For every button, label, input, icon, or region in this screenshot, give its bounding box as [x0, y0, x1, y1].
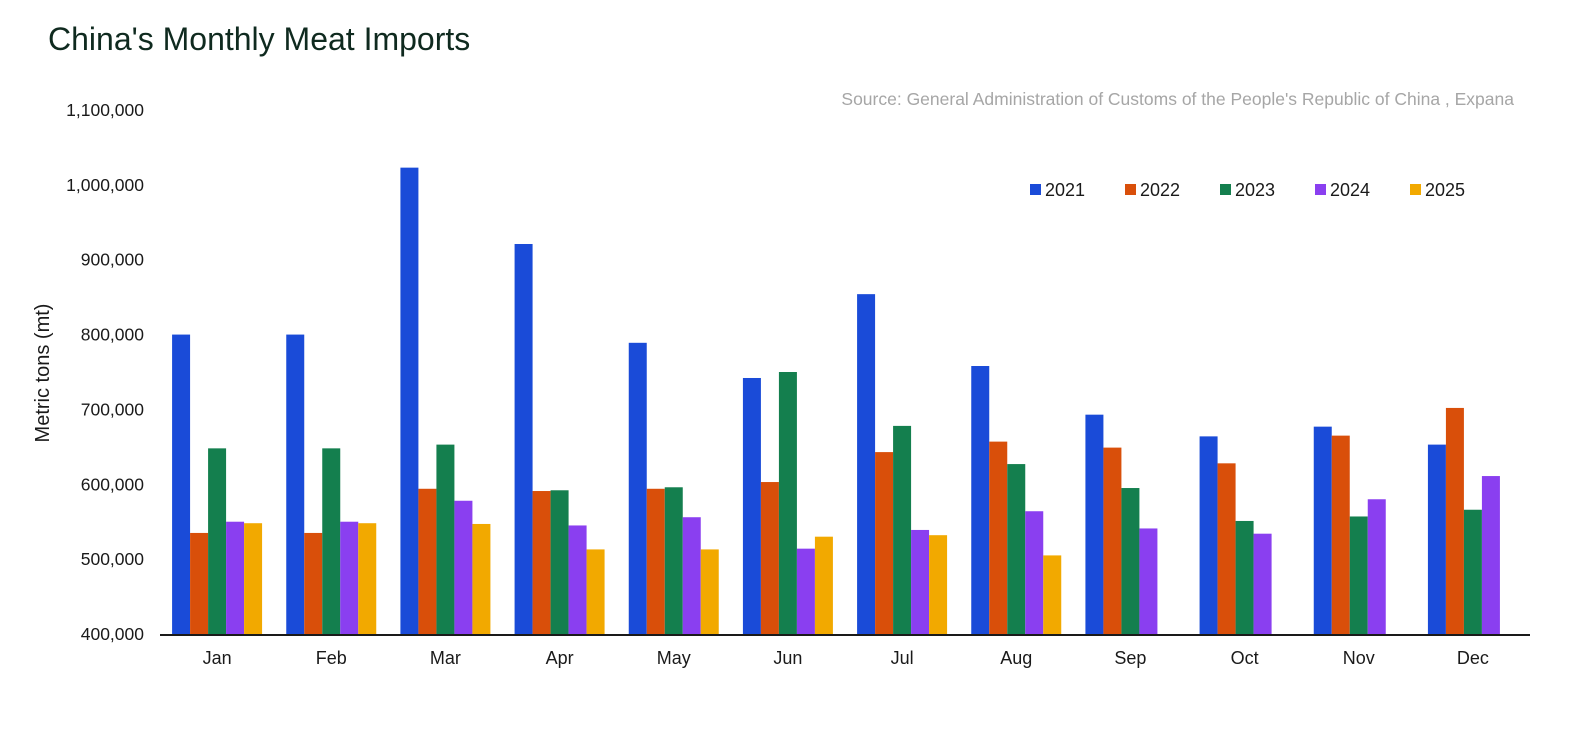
x-axis-ticks: Jan Feb Mar Apr May Jun Jul Aug Sep Oct Nov Dec — [203, 648, 1489, 668]
bar-2023-may — [664, 487, 683, 634]
bar-2024-nov — [1367, 499, 1386, 634]
bar-2025-jun — [814, 536, 833, 634]
bar-2024-oct — [1253, 533, 1272, 634]
legend-label-2022: 2022 — [1140, 180, 1180, 200]
bar-2024-jan — [226, 521, 245, 634]
bar-2023-jun — [778, 372, 797, 634]
legend-label-2024: 2024 — [1330, 180, 1370, 200]
bar-2022-dec — [1445, 407, 1464, 634]
chart-title: China's Monthly Meat Imports — [48, 21, 470, 57]
bar-2024-feb — [340, 521, 359, 634]
bar-2023-dec — [1463, 509, 1482, 634]
bar-2022-apr — [532, 491, 551, 634]
bar-2024-may — [682, 517, 701, 634]
bar-2022-mar — [418, 488, 437, 634]
x-tick-label-jul: Jul — [891, 648, 914, 668]
x-tick-label-dec: Dec — [1457, 648, 1489, 668]
bar-2023-jan — [208, 448, 227, 634]
legend-swatch-2024 — [1315, 184, 1326, 195]
bar-2023-apr — [550, 490, 569, 634]
bar-2025-jul — [929, 535, 948, 634]
bar-2021-jul — [857, 294, 876, 634]
bar-2024-sep — [1139, 528, 1158, 634]
legend: 2021 2022 2023 2024 2025 — [1030, 180, 1465, 200]
bar-2021-mar — [400, 167, 419, 634]
bar-2023-jul — [893, 425, 912, 634]
bar-2021-oct — [1199, 436, 1218, 634]
bar-2022-feb — [304, 532, 323, 634]
x-tick-label-mar: Mar — [430, 648, 461, 668]
bar-2024-aug — [1025, 511, 1044, 634]
legend-label-2025: 2025 — [1425, 180, 1465, 200]
legend-swatch-2022 — [1125, 184, 1136, 195]
bar-2022-aug — [989, 441, 1008, 634]
y-axis-label: Metric tons (mt) — [32, 304, 54, 443]
y-tick-label: 800,000 — [81, 325, 145, 345]
bar-2021-dec — [1427, 444, 1446, 634]
bar-2021-jan — [172, 334, 191, 634]
bar-2025-aug — [1043, 555, 1062, 634]
bar-2024-mar — [454, 500, 473, 634]
bar-2024-apr — [568, 525, 587, 634]
x-tick-label-feb: Feb — [316, 648, 347, 668]
bar-2021-may — [628, 342, 647, 634]
bar-2025-feb — [358, 523, 377, 634]
legend-label-2023: 2023 — [1235, 180, 1275, 200]
bar-2025-may — [700, 549, 719, 634]
bar-2022-oct — [1217, 463, 1236, 634]
legend-label-2021: 2021 — [1045, 180, 1085, 200]
y-tick-label: 900,000 — [81, 250, 145, 270]
x-tick-label-nov: Nov — [1343, 648, 1375, 668]
x-tick-label-apr: Apr — [546, 648, 574, 668]
bar-2022-may — [646, 488, 665, 634]
bar-2021-sep — [1085, 414, 1104, 634]
y-tick-label: 700,000 — [81, 399, 145, 419]
bar-2021-nov — [1313, 426, 1332, 634]
y-tick-label: 500,000 — [81, 549, 145, 569]
bar-2024-jul — [911, 529, 930, 634]
x-tick-label-jan: Jan — [203, 648, 232, 668]
source-note: Source: General Administration of Custom… — [841, 89, 1514, 109]
bar-2023-sep — [1121, 488, 1140, 634]
y-tick-label: 1,100,000 — [66, 100, 144, 120]
bar-2023-mar — [436, 444, 455, 634]
bar-2022-nov — [1331, 435, 1350, 634]
bar-2021-aug — [971, 366, 990, 634]
x-tick-label-oct: Oct — [1231, 648, 1259, 668]
bar-2022-jul — [875, 452, 894, 634]
bar-2024-jun — [796, 548, 815, 634]
bar-2023-feb — [322, 448, 341, 634]
bar-2021-jun — [742, 377, 761, 634]
bar-2022-jun — [760, 482, 779, 634]
bar-2025-apr — [586, 549, 605, 634]
bars-group — [172, 167, 1500, 634]
x-tick-label-aug: Aug — [1000, 648, 1032, 668]
x-tick-label-sep: Sep — [1114, 648, 1146, 668]
bar-2021-feb — [286, 334, 305, 634]
bar-2023-oct — [1235, 520, 1254, 634]
y-tick-label: 400,000 — [81, 624, 145, 644]
bar-2023-nov — [1349, 516, 1368, 634]
bar-2022-jan — [190, 532, 209, 634]
y-axis-ticks: 400,000 500,000 600,000 700,000 800,000 900,0… — [66, 100, 144, 644]
bar-2021-apr — [514, 243, 533, 634]
legend-swatch-2021 — [1030, 184, 1041, 195]
y-tick-label: 600,000 — [81, 474, 145, 494]
legend-swatch-2023 — [1220, 184, 1231, 195]
x-tick-label-may: May — [657, 648, 691, 668]
bar-2022-sep — [1103, 447, 1122, 634]
bar-2023-aug — [1007, 464, 1026, 634]
x-tick-label-jun: Jun — [773, 648, 802, 668]
bar-2025-jan — [244, 523, 263, 634]
legend-swatch-2025 — [1410, 184, 1421, 195]
bar-2024-dec — [1481, 476, 1500, 634]
bar-2025-mar — [472, 523, 491, 634]
y-tick-label: 1,000,000 — [66, 175, 144, 195]
